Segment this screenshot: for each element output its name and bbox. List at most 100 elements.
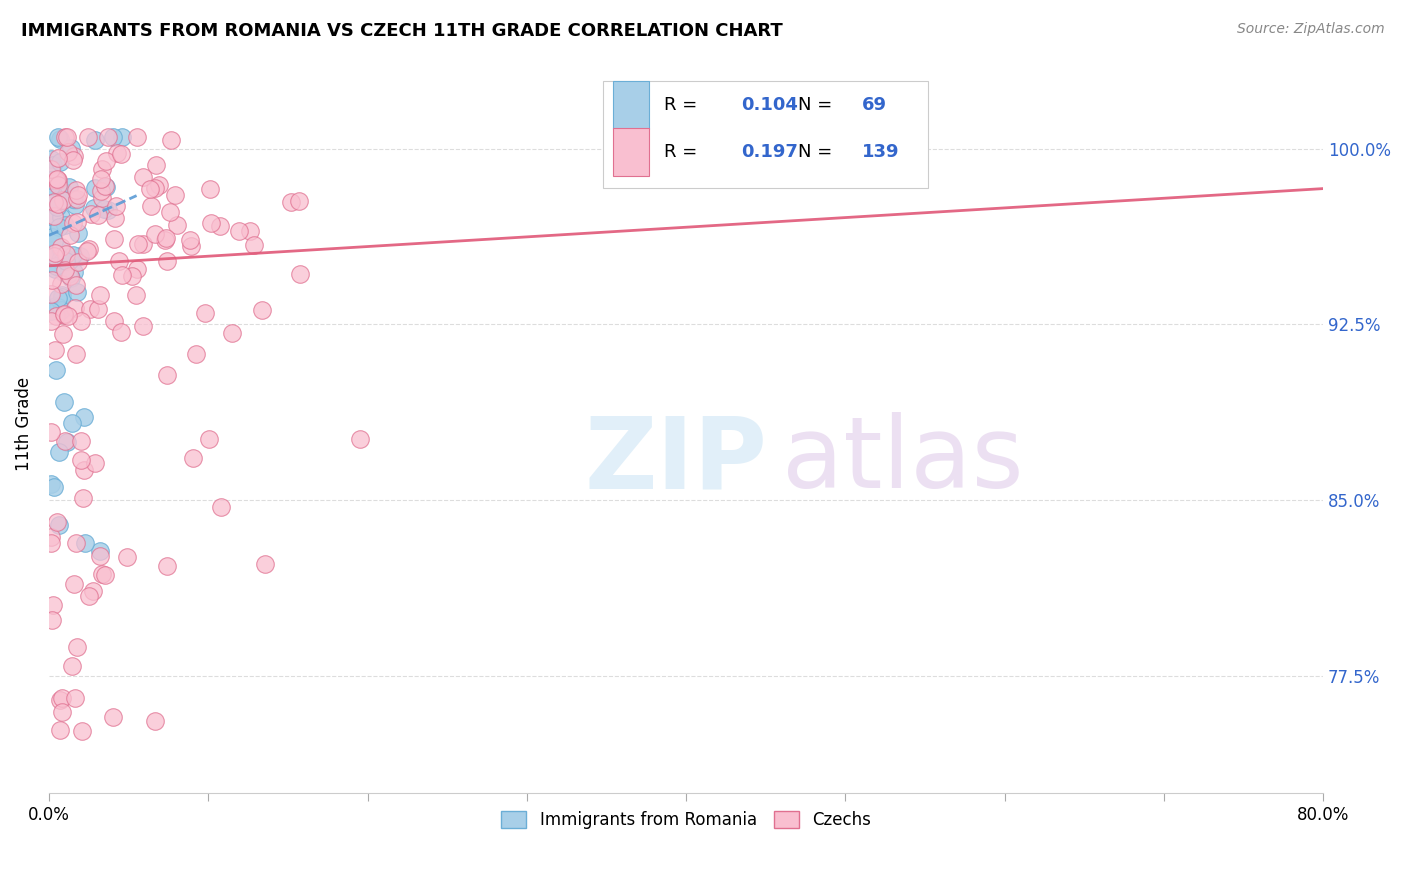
Point	[46, 173, 69, 187]
Point	[59, 252, 82, 267]
Point	[42, 598, 65, 612]
Bar	[613, 81, 650, 129]
Point	[55, 254, 77, 268]
Point	[53, 185, 76, 199]
Point	[63, 691, 86, 706]
Point	[39, 152, 62, 166]
Point	[143, 227, 166, 241]
Point	[139, 182, 162, 196]
FancyBboxPatch shape	[603, 81, 928, 188]
Point	[83, 456, 105, 470]
Point	[96, 180, 118, 194]
Point	[49, 211, 72, 225]
Point	[94, 179, 117, 194]
Point	[349, 432, 371, 446]
Point	[44, 249, 66, 263]
Point	[65, 194, 87, 208]
Point	[156, 368, 179, 383]
Point	[76, 244, 98, 258]
Point	[121, 269, 143, 284]
Point	[155, 231, 177, 245]
Point	[105, 199, 128, 213]
Point	[52, 308, 75, 322]
Point	[83, 202, 105, 216]
Point	[180, 239, 202, 253]
Text: N =: N =	[799, 143, 838, 161]
Point	[53, 434, 76, 449]
Point	[39, 536, 62, 550]
Point	[83, 133, 105, 147]
Text: atlas: atlas	[782, 412, 1024, 509]
Point	[228, 224, 250, 238]
Point	[52, 327, 75, 342]
Point	[39, 226, 62, 240]
Point	[156, 558, 179, 573]
Point	[66, 640, 89, 655]
Point	[56, 309, 79, 323]
Point	[46, 172, 69, 186]
Point	[45, 309, 67, 323]
Point	[59, 269, 82, 284]
Point	[46, 176, 69, 190]
Point	[51, 288, 73, 302]
Point	[181, 451, 204, 466]
Point	[194, 306, 217, 320]
Point	[66, 215, 89, 229]
Point	[41, 529, 63, 543]
Point	[46, 292, 69, 306]
Point	[48, 693, 70, 707]
Point	[62, 153, 84, 167]
Point	[90, 184, 112, 198]
Text: R =: R =	[665, 96, 703, 114]
Text: 69: 69	[862, 96, 887, 114]
Point	[94, 153, 117, 168]
Point	[148, 178, 170, 193]
Point	[141, 199, 163, 213]
Point	[39, 173, 62, 187]
Point	[51, 289, 73, 303]
Point	[143, 714, 166, 728]
Point	[288, 268, 311, 282]
Point	[69, 249, 91, 263]
Point	[63, 301, 86, 315]
Point	[91, 191, 114, 205]
Point	[89, 287, 111, 301]
Point	[41, 273, 63, 287]
Point	[44, 299, 66, 313]
Point	[156, 254, 179, 268]
Point	[69, 313, 91, 327]
Point	[110, 326, 132, 340]
Point	[200, 216, 222, 230]
Point	[63, 198, 86, 212]
Point	[39, 287, 62, 301]
Point	[79, 301, 101, 316]
Point	[46, 130, 69, 145]
Point	[280, 194, 302, 209]
Point	[125, 288, 148, 302]
Point	[60, 416, 83, 430]
Point	[103, 710, 125, 724]
Point	[39, 303, 62, 318]
Text: 139: 139	[862, 143, 900, 161]
Point	[143, 181, 166, 195]
Point	[87, 208, 110, 222]
Point	[46, 197, 69, 211]
Point	[239, 224, 262, 238]
Point	[46, 151, 69, 165]
Point	[46, 300, 69, 314]
Point	[62, 192, 84, 206]
Point	[48, 252, 70, 267]
Point	[44, 262, 66, 277]
Point	[52, 265, 75, 279]
Point	[87, 302, 110, 317]
Point	[66, 254, 89, 268]
Point	[39, 209, 62, 223]
Text: 0.104: 0.104	[741, 96, 797, 114]
Point	[56, 130, 79, 145]
Point	[65, 535, 87, 549]
Point	[103, 232, 125, 246]
Point	[93, 568, 115, 582]
Point	[128, 237, 150, 252]
Point	[42, 244, 65, 259]
Point	[105, 145, 128, 160]
